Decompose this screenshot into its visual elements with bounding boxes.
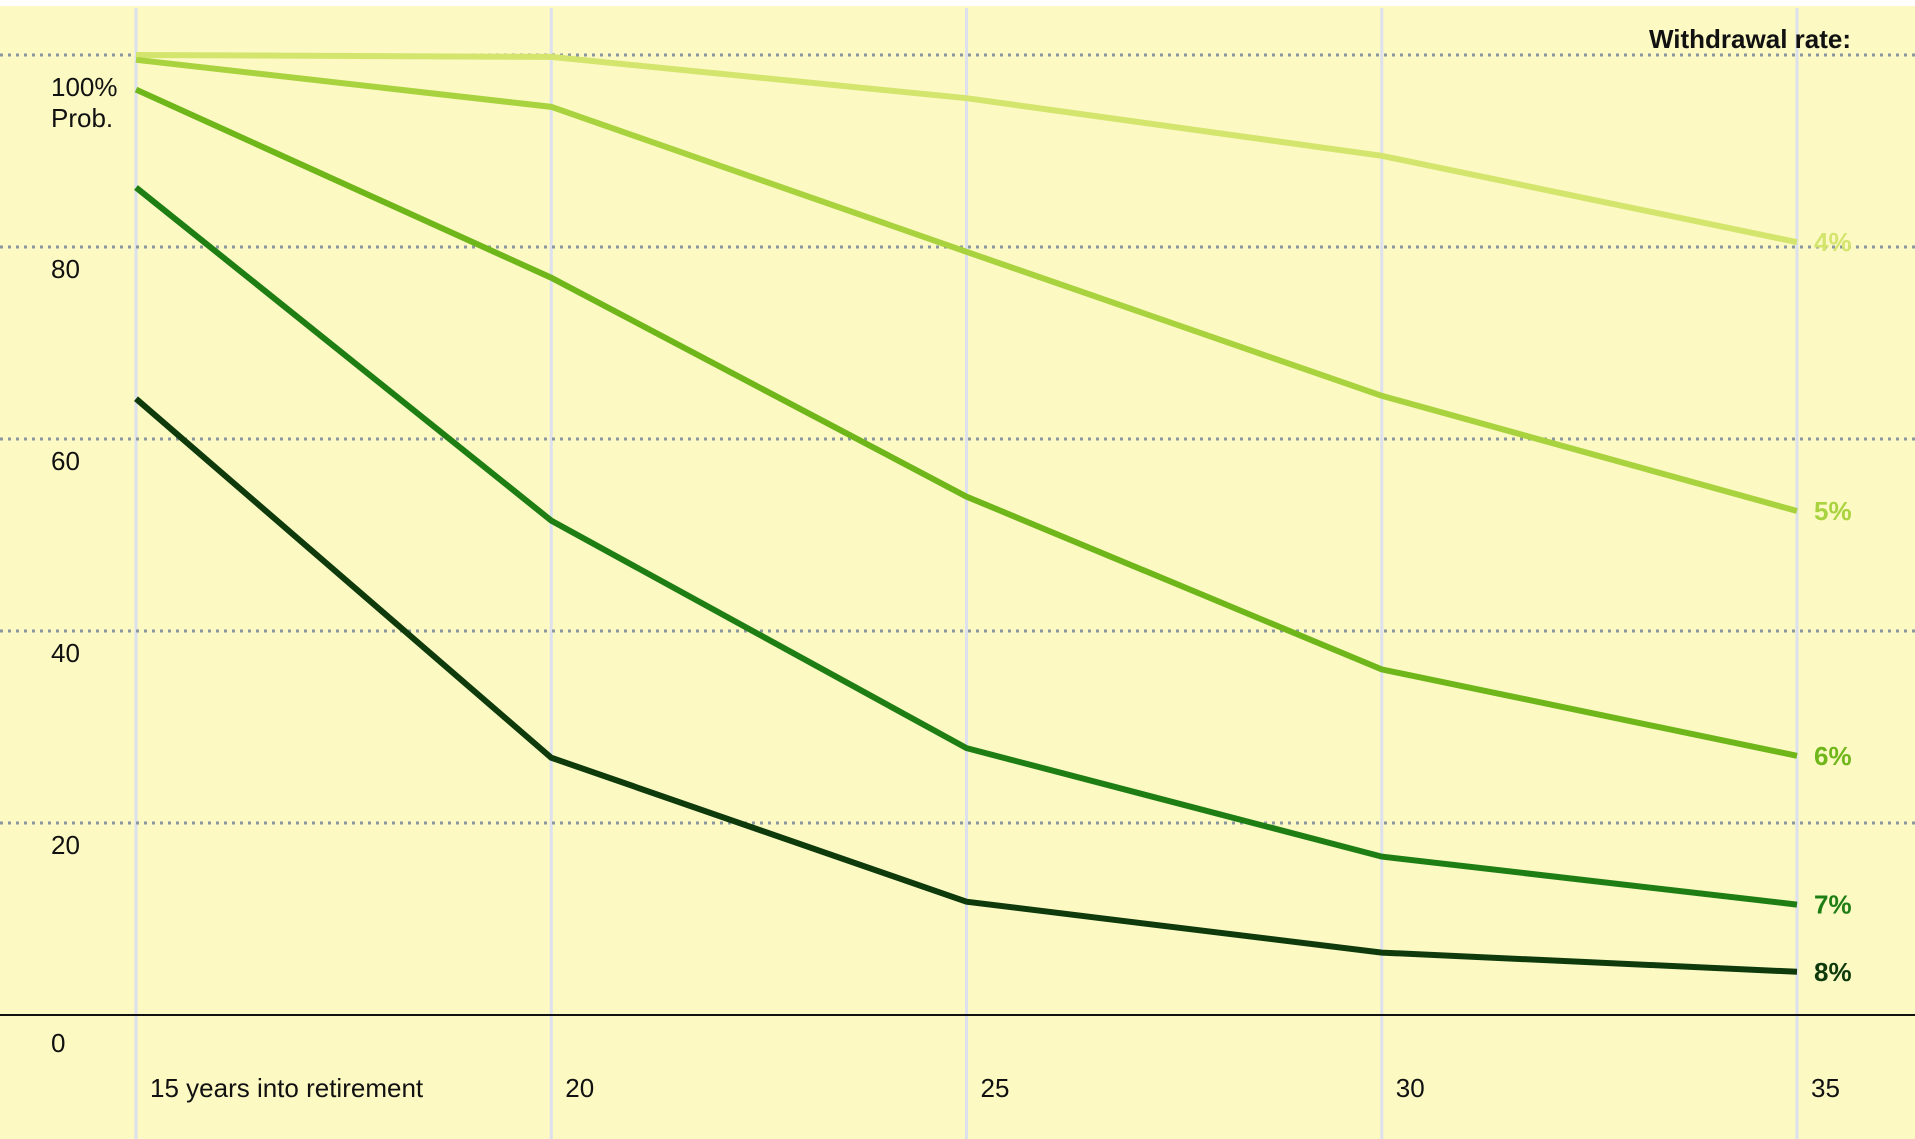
series-line-2 (134, 86, 1798, 759)
series-end-label-3: 7% (1814, 890, 1852, 920)
x-tick-label-4: 35 (1811, 1073, 1840, 1103)
y-axis-tick-labels: 0 20 40 60 80 100% (51, 72, 118, 1058)
y-tick-label-5: 100% (51, 72, 118, 102)
series-end-label-4: 8% (1814, 957, 1852, 987)
y-tick-label-3: 60 (51, 446, 80, 476)
x-axis-tick-labels: 15 years into retirement 20 25 30 35 (150, 1073, 1840, 1103)
y-tick-label-0: 0 (51, 1028, 65, 1058)
x-tick-label-1: 20 (565, 1073, 594, 1103)
y-tick-label-1: 20 (51, 830, 80, 860)
x-tick-label-3: 30 (1396, 1073, 1425, 1103)
x-tick-label-2: 25 (981, 1073, 1010, 1103)
y-tick-label-4: 80 (51, 254, 80, 284)
series-lines (134, 52, 1798, 975)
series-line-1 (135, 56, 1798, 514)
series-end-label-1: 5% (1814, 496, 1852, 526)
y-tick-label-2: 40 (51, 638, 80, 668)
series-end-label-2: 6% (1814, 741, 1852, 771)
x-tick-label-0: 15 years into retirement (150, 1073, 424, 1103)
series-line-3 (134, 185, 1798, 908)
series-line-4 (134, 396, 1798, 975)
chart-background (0, 6, 1915, 1139)
series-line-0 (135, 52, 1798, 246)
series-end-labels: 4% 5% 6% 7% 8% (1814, 227, 1852, 987)
legend-title: Withdrawal rate: (1649, 24, 1851, 54)
series-end-label-0: 4% (1814, 227, 1852, 257)
y-axis-top-unit-label: Prob. (51, 103, 113, 133)
